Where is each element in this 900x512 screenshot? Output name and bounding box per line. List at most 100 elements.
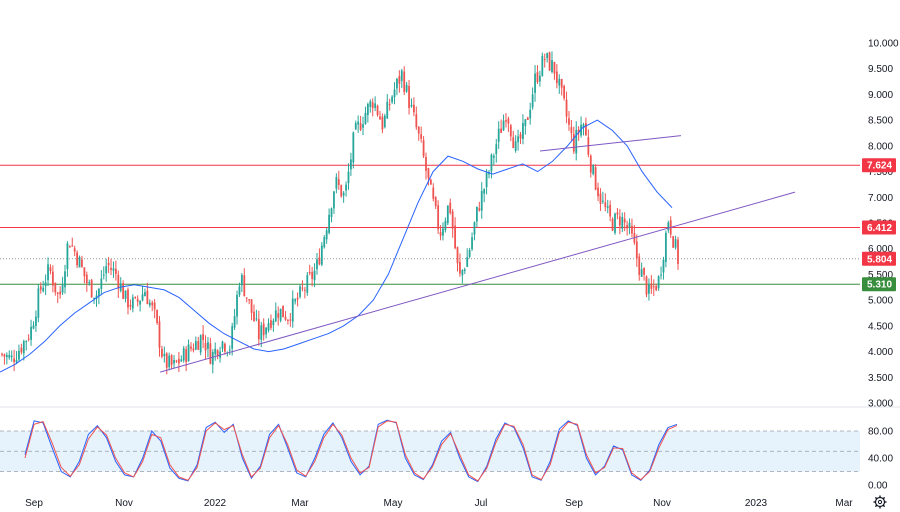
candle-body: [645, 276, 648, 295]
candle-body: [90, 279, 93, 298]
candle-body: [449, 202, 452, 213]
candle-body: [306, 274, 309, 293]
candle-body: [340, 185, 343, 197]
candle-body: [609, 204, 612, 217]
candle-body: [420, 134, 423, 139]
candle-body: [66, 243, 69, 270]
candle-body: [257, 319, 260, 340]
moving-average-line: [0, 119, 673, 373]
candle-body: [369, 101, 372, 107]
candle-body: [284, 316, 287, 320]
candle-body: [42, 287, 45, 292]
candle-body: [54, 282, 57, 293]
candle-body: [299, 286, 301, 297]
candle-body: [500, 128, 503, 133]
candle-body: [22, 341, 25, 354]
candle-body: [400, 70, 403, 82]
candle-body: [660, 274, 662, 276]
candle-body: [362, 124, 364, 128]
candle-body: [110, 267, 112, 270]
candle-body: [366, 103, 369, 116]
price-tag-5.310: [862, 277, 896, 292]
stochastic-tick-label: 80.00: [868, 427, 893, 438]
candle-body: [497, 128, 500, 142]
candle-body: [294, 299, 297, 302]
candle-body: [204, 343, 207, 351]
candle-body: [182, 348, 185, 361]
candle-body: [192, 348, 195, 351]
price-tick-label: 7.000: [868, 193, 893, 204]
candle-body: [27, 338, 30, 340]
candle-body: [228, 349, 231, 351]
horizontal-levels: [0, 164, 860, 285]
candle-body: [536, 72, 539, 83]
candle-body: [199, 335, 202, 353]
candle-body: [289, 319, 292, 321]
candle-body: [243, 275, 246, 297]
candle-body: [635, 241, 638, 259]
candle-body: [439, 232, 442, 236]
candle-body: [524, 119, 527, 126]
candle-body: [73, 248, 76, 252]
time-tick-label: Mar: [291, 498, 309, 509]
candle-body: [81, 259, 83, 267]
candle-body: [563, 86, 566, 99]
candle-body: [15, 359, 18, 363]
price-tick-label: 9.500: [868, 64, 893, 75]
candle-body: [136, 299, 139, 302]
candle-body: [127, 289, 129, 308]
candle-body: [371, 102, 374, 108]
candle-body: [177, 358, 180, 364]
candle-body: [425, 156, 427, 171]
price-tag-label: 5.310: [867, 280, 892, 291]
candle-body: [320, 245, 323, 265]
candle-body: [396, 78, 398, 89]
candle-body: [555, 71, 558, 84]
candle-body: [473, 222, 476, 235]
trendlines: [160, 135, 796, 373]
candle-body: [76, 252, 79, 266]
candle-body: [335, 177, 338, 189]
candle-body: [526, 117, 529, 120]
candle-body: [333, 191, 335, 209]
candle-body: [211, 352, 214, 365]
stochastic-panel-background: [0, 406, 900, 472]
candle-body: [543, 58, 546, 61]
candle-body: [495, 144, 498, 154]
candle-body: [153, 302, 156, 310]
candle-body: [582, 124, 585, 128]
candle-body: [170, 355, 173, 365]
candle-body: [638, 256, 641, 275]
candle-body: [10, 355, 13, 358]
time-tick-label: 2023: [745, 498, 768, 509]
candle-body: [291, 298, 294, 322]
candle-body: [626, 224, 629, 229]
candle-body: [78, 257, 81, 268]
candle-body: [502, 120, 505, 131]
price-axis: 10.0009.5009.0008.5008.0007.5007.0006.50…: [868, 39, 899, 410]
candle-body: [105, 265, 108, 274]
candle-body: [85, 274, 88, 284]
candle-body: [529, 109, 532, 119]
candle-body: [308, 271, 311, 274]
candle-body: [652, 286, 655, 288]
candle-body: [490, 154, 493, 172]
settings-gear-icon[interactable]: [873, 495, 887, 509]
candle-body: [175, 360, 178, 362]
price-tag-label: 6.412: [867, 223, 892, 234]
candle-body: [558, 78, 561, 86]
candle-body: [434, 197, 437, 207]
candle-body: [163, 353, 166, 357]
candle-body: [325, 230, 328, 240]
candle-body: [664, 232, 667, 262]
candle-body: [185, 349, 188, 362]
candle-body: [323, 237, 326, 248]
candle-body: [565, 99, 568, 117]
candle-body: [359, 123, 362, 130]
candle-body: [572, 133, 575, 152]
candle-body: [592, 165, 595, 174]
price-tick-label: 10.000: [868, 39, 899, 50]
candle-body: [236, 294, 238, 317]
